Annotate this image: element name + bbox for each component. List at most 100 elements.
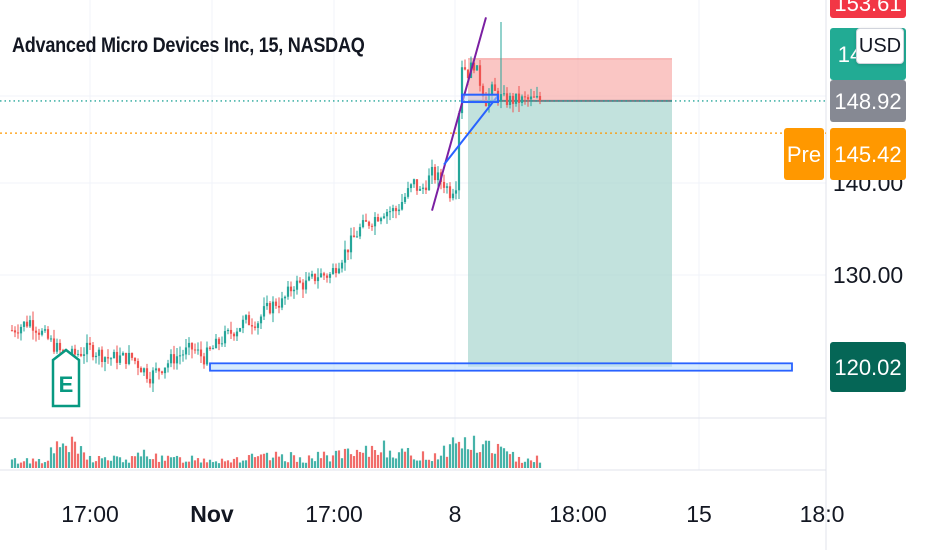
candle [328,273,332,278]
volume-bar [412,459,416,468]
volume-bar [400,448,404,468]
candle [271,301,275,314]
candle [301,282,305,290]
time-tick: 18:00 [549,501,607,527]
candle [229,329,233,334]
candle [316,277,320,282]
volume-bar [106,460,110,468]
candle [478,65,482,86]
volume-bar [457,441,461,468]
volume-bar [517,456,521,468]
volume-bar [490,453,494,468]
price-badge-target [830,342,906,392]
candle [463,67,467,70]
candle [88,342,92,345]
volume-bar [421,451,425,468]
earnings-label: E [59,372,74,397]
candle [331,268,335,274]
candle [25,321,29,327]
candle [139,367,143,373]
volume-bar [505,451,509,468]
candle [10,330,14,332]
candle [382,216,386,219]
candle [49,338,53,340]
candle [34,330,38,333]
volume-bar [523,461,527,468]
candle [193,349,197,351]
candle [325,275,329,278]
candle [79,353,83,356]
candle [205,347,209,365]
candle [391,208,395,212]
volume-bar [241,460,245,468]
volume-bar [46,460,50,468]
volume-bar [166,455,170,468]
volume-bar [115,456,119,468]
volume-bar [484,440,488,468]
candle [253,326,257,328]
candle [385,211,389,217]
candle [106,357,110,359]
volume-bar [394,458,398,468]
candle [109,358,113,360]
time-tick: 18:0 [800,501,845,527]
candle [100,349,104,362]
candle [208,347,212,350]
volume-bar [79,446,83,468]
volume-bar [151,459,155,468]
candle [517,93,521,103]
candle [169,354,173,364]
candle [103,357,107,362]
candle [430,166,434,176]
volume-bar [511,451,515,468]
volume-bar [82,452,86,468]
candle [511,95,515,104]
volume-bar [448,444,452,468]
volume-bar [67,452,71,468]
candle [181,354,185,356]
candle [286,286,290,297]
volume-bar [202,458,206,468]
candle [202,356,206,365]
candle [442,181,446,188]
candle [91,344,95,358]
time-tick: 17:00 [305,501,363,527]
candle [127,352,131,364]
volume-bar [235,457,239,468]
candle [13,330,17,333]
volume-bar [538,462,542,468]
volume-bar [451,437,455,468]
volume-bar [181,462,185,468]
candle [433,166,437,181]
candle [532,96,536,98]
candle [220,343,224,345]
volume-bar [154,453,158,468]
candle [190,342,194,350]
volume-bar [298,457,302,468]
candle [16,332,20,334]
candle [280,298,284,308]
candle [196,349,200,351]
volume-bar [472,435,476,468]
time-axis[interactable]: 17:00 Nov 17:00 8 18:00 15 18:0 [61,501,844,527]
volume-bar [208,459,212,468]
candle [241,319,245,329]
candle [268,302,272,314]
currency-button[interactable]: USD [856,28,904,64]
volume-bar [463,437,467,468]
volume-bar [481,444,485,468]
candle [466,69,470,78]
candle [514,93,518,104]
volume-bar [85,459,89,468]
earnings-badge [51,348,81,408]
volume-bar [379,452,383,468]
candle [538,95,542,101]
volume-bar [265,452,269,468]
volume-bar [343,448,347,468]
candle [508,95,512,105]
candle [490,84,494,95]
volume-bar [403,451,407,468]
volume-bar [76,453,80,468]
volume-bar [193,460,197,468]
